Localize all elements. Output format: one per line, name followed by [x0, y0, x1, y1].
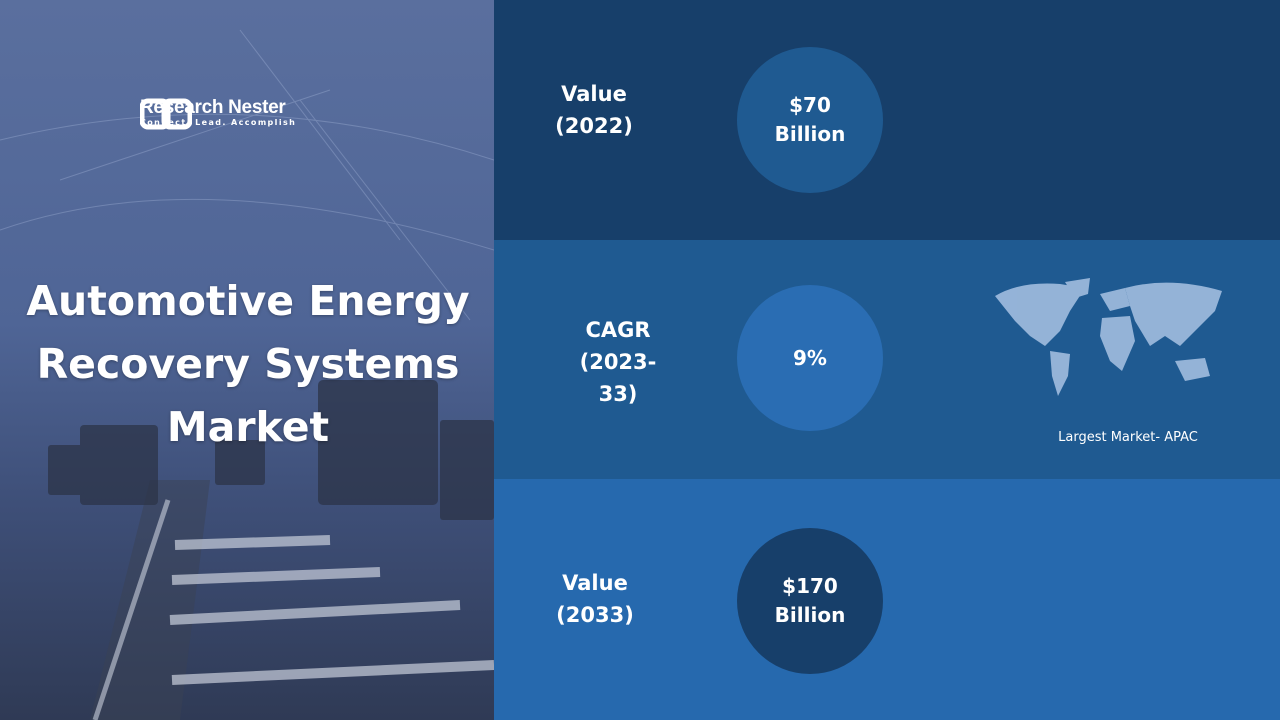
stat-circle: 9%: [737, 285, 883, 431]
stat-value: 9%: [793, 345, 827, 370]
stat-label: CAGR (2023-33): [579, 318, 657, 406]
logo: Research Nester Connect. Lead. Accomplis…: [140, 98, 297, 130]
map-caption: Largest Market- APAC: [1058, 430, 1198, 445]
stat-row: CAGR (2023-33) 9%: [494, 240, 1280, 479]
stat-row: Value (2033) $170 Billion: [494, 479, 1280, 720]
stat-label: Value (2033): [556, 571, 634, 627]
hero-panel: Research Nester Connect. Lead. Accomplis…: [0, 0, 494, 720]
slide-title: Automotive Energy Recovery Systems Marke…: [26, 277, 470, 451]
stat-label: Value (2022): [555, 82, 633, 138]
stat-value: $70 Billion: [774, 93, 846, 146]
stat-value: $170 Billion: [774, 574, 846, 627]
stat-row: Value (2022) $70 Billion: [494, 0, 1280, 240]
logo-tagline: Connect. Lead. Accomplish: [140, 118, 297, 127]
world-map: [995, 278, 1222, 396]
stat-circle: $70 Billion: [737, 47, 883, 193]
stat-circle: $170 Billion: [737, 528, 883, 674]
background-art: [0, 29, 494, 720]
logo-icon: [140, 98, 192, 130]
